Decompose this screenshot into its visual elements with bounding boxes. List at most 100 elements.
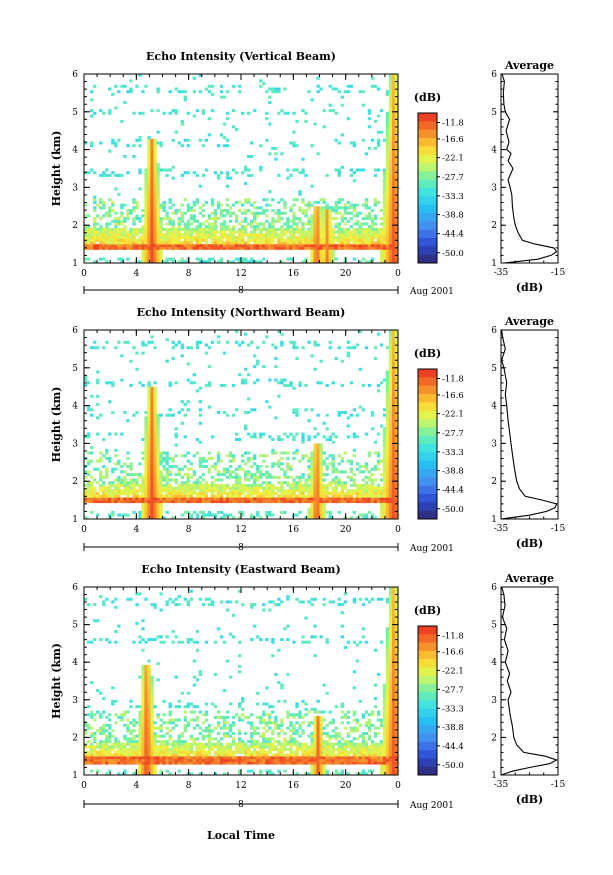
heatmap-cell xyxy=(120,432,124,436)
heatmap-cell xyxy=(108,214,112,218)
heatmap-cell xyxy=(292,111,296,115)
heatmap-cell xyxy=(126,483,130,487)
heatmap-cell xyxy=(241,513,245,517)
heatmap-cell xyxy=(132,346,136,350)
heatmap-cell xyxy=(364,246,369,250)
heatmap-cell xyxy=(102,729,106,733)
heatmap-cell xyxy=(231,241,236,245)
heatmap-cell xyxy=(250,222,254,226)
heatmap-cell xyxy=(361,483,366,487)
heatmap-cell xyxy=(322,198,326,202)
heatmap-cell xyxy=(207,230,212,234)
heatmap-cell xyxy=(277,462,281,466)
heatmap-cell xyxy=(385,119,390,123)
heatmap-cell xyxy=(90,492,94,495)
heatmap-cell xyxy=(361,233,366,237)
heatmap-cell xyxy=(388,163,393,167)
heatmap-cell xyxy=(135,492,139,495)
heatmap-cell xyxy=(343,481,347,485)
heatmap-cell xyxy=(105,734,109,738)
heatmap-cell xyxy=(325,456,329,460)
heatmap-cell xyxy=(111,500,115,504)
heatmap-cell xyxy=(388,149,393,153)
heatmap-cell xyxy=(228,211,233,215)
heatmap-cell xyxy=(280,500,284,504)
heatmap-cell xyxy=(394,448,399,452)
heatmap-cell xyxy=(222,95,227,99)
heatmap-cell xyxy=(189,475,193,479)
heatmap-cell xyxy=(111,241,115,245)
heatmap-cell xyxy=(352,346,357,350)
heatmap-cell xyxy=(286,241,290,245)
heatmap-cell xyxy=(117,492,121,495)
heatmap-cell xyxy=(120,753,124,757)
heatmap-cell xyxy=(247,222,251,226)
heatmap-cell xyxy=(156,219,160,223)
heatmap-cell xyxy=(93,497,97,501)
heatmap-cell xyxy=(147,462,151,466)
heatmap-cell xyxy=(370,497,375,501)
heatmap-cell xyxy=(355,219,360,223)
heatmap-cell xyxy=(180,483,184,487)
heatmap-cell xyxy=(310,451,314,455)
heatmap-cell xyxy=(385,397,390,401)
heatmap-cell xyxy=(253,473,257,477)
heatmap-cell xyxy=(156,475,160,479)
heatmap-cell xyxy=(150,244,154,248)
heatmap-cell xyxy=(367,233,372,237)
heatmap-cell xyxy=(292,386,296,390)
heatmap-cell xyxy=(316,233,320,237)
heatmap-cell xyxy=(298,481,302,485)
heatmap-cell xyxy=(204,483,209,487)
heatmap-cell xyxy=(216,411,221,414)
heatmap-cell xyxy=(195,438,200,441)
heatmap-cell xyxy=(189,516,193,520)
heatmap-cell xyxy=(391,200,396,204)
heatmap-cell xyxy=(271,230,275,234)
heatmap-cell xyxy=(274,486,278,490)
heatmap-cell xyxy=(280,152,284,156)
heatmap-cell xyxy=(228,219,233,223)
heatmap-cell xyxy=(286,222,290,226)
heatmap-cell xyxy=(385,200,390,204)
heatmap-cell xyxy=(343,492,347,495)
heatmap-cell xyxy=(385,168,390,172)
heatmap-cell xyxy=(87,227,91,231)
heatmap-cell xyxy=(105,756,109,760)
heatmap-cell xyxy=(394,152,399,156)
heatmap-cell xyxy=(162,206,166,210)
heatmap-cell xyxy=(385,492,390,495)
heatmap-cell xyxy=(135,483,139,487)
heatmap-cell xyxy=(271,462,275,466)
heatmap-cell xyxy=(394,500,399,504)
heatmap-cell xyxy=(388,427,393,431)
colorbar-bin xyxy=(418,444,437,453)
heatmap-cell xyxy=(373,200,378,204)
heatmap-cell xyxy=(391,122,396,126)
heatmap-cell xyxy=(334,489,338,493)
heatmap-cell xyxy=(219,459,224,463)
heatmap-cell xyxy=(289,219,293,223)
heatmap-cell xyxy=(90,753,94,757)
heatmap-cell xyxy=(195,516,200,520)
heatmap-cell xyxy=(337,198,341,202)
heatmap-cell xyxy=(204,233,209,237)
heatmap-cell xyxy=(102,214,106,218)
heatmap-cell xyxy=(138,483,142,487)
heatmap-cell xyxy=(382,435,387,439)
heatmap-cell xyxy=(394,203,399,207)
heatmap-cell xyxy=(259,497,263,501)
heatmap-cell xyxy=(147,144,151,148)
heatmap-cell xyxy=(355,483,360,487)
heatmap-cell xyxy=(171,230,175,234)
heatmap-cell xyxy=(325,244,329,248)
heatmap-cell xyxy=(385,443,390,447)
heatmap-cell xyxy=(313,510,317,514)
heatmap-cell xyxy=(207,222,212,226)
heatmap-cell xyxy=(379,217,384,221)
heatmap-cell xyxy=(361,138,366,142)
heatmap-cell xyxy=(265,246,269,250)
heatmap-cell xyxy=(328,497,332,501)
heatmap-cell xyxy=(129,462,133,466)
heatmap-cell xyxy=(150,481,154,485)
